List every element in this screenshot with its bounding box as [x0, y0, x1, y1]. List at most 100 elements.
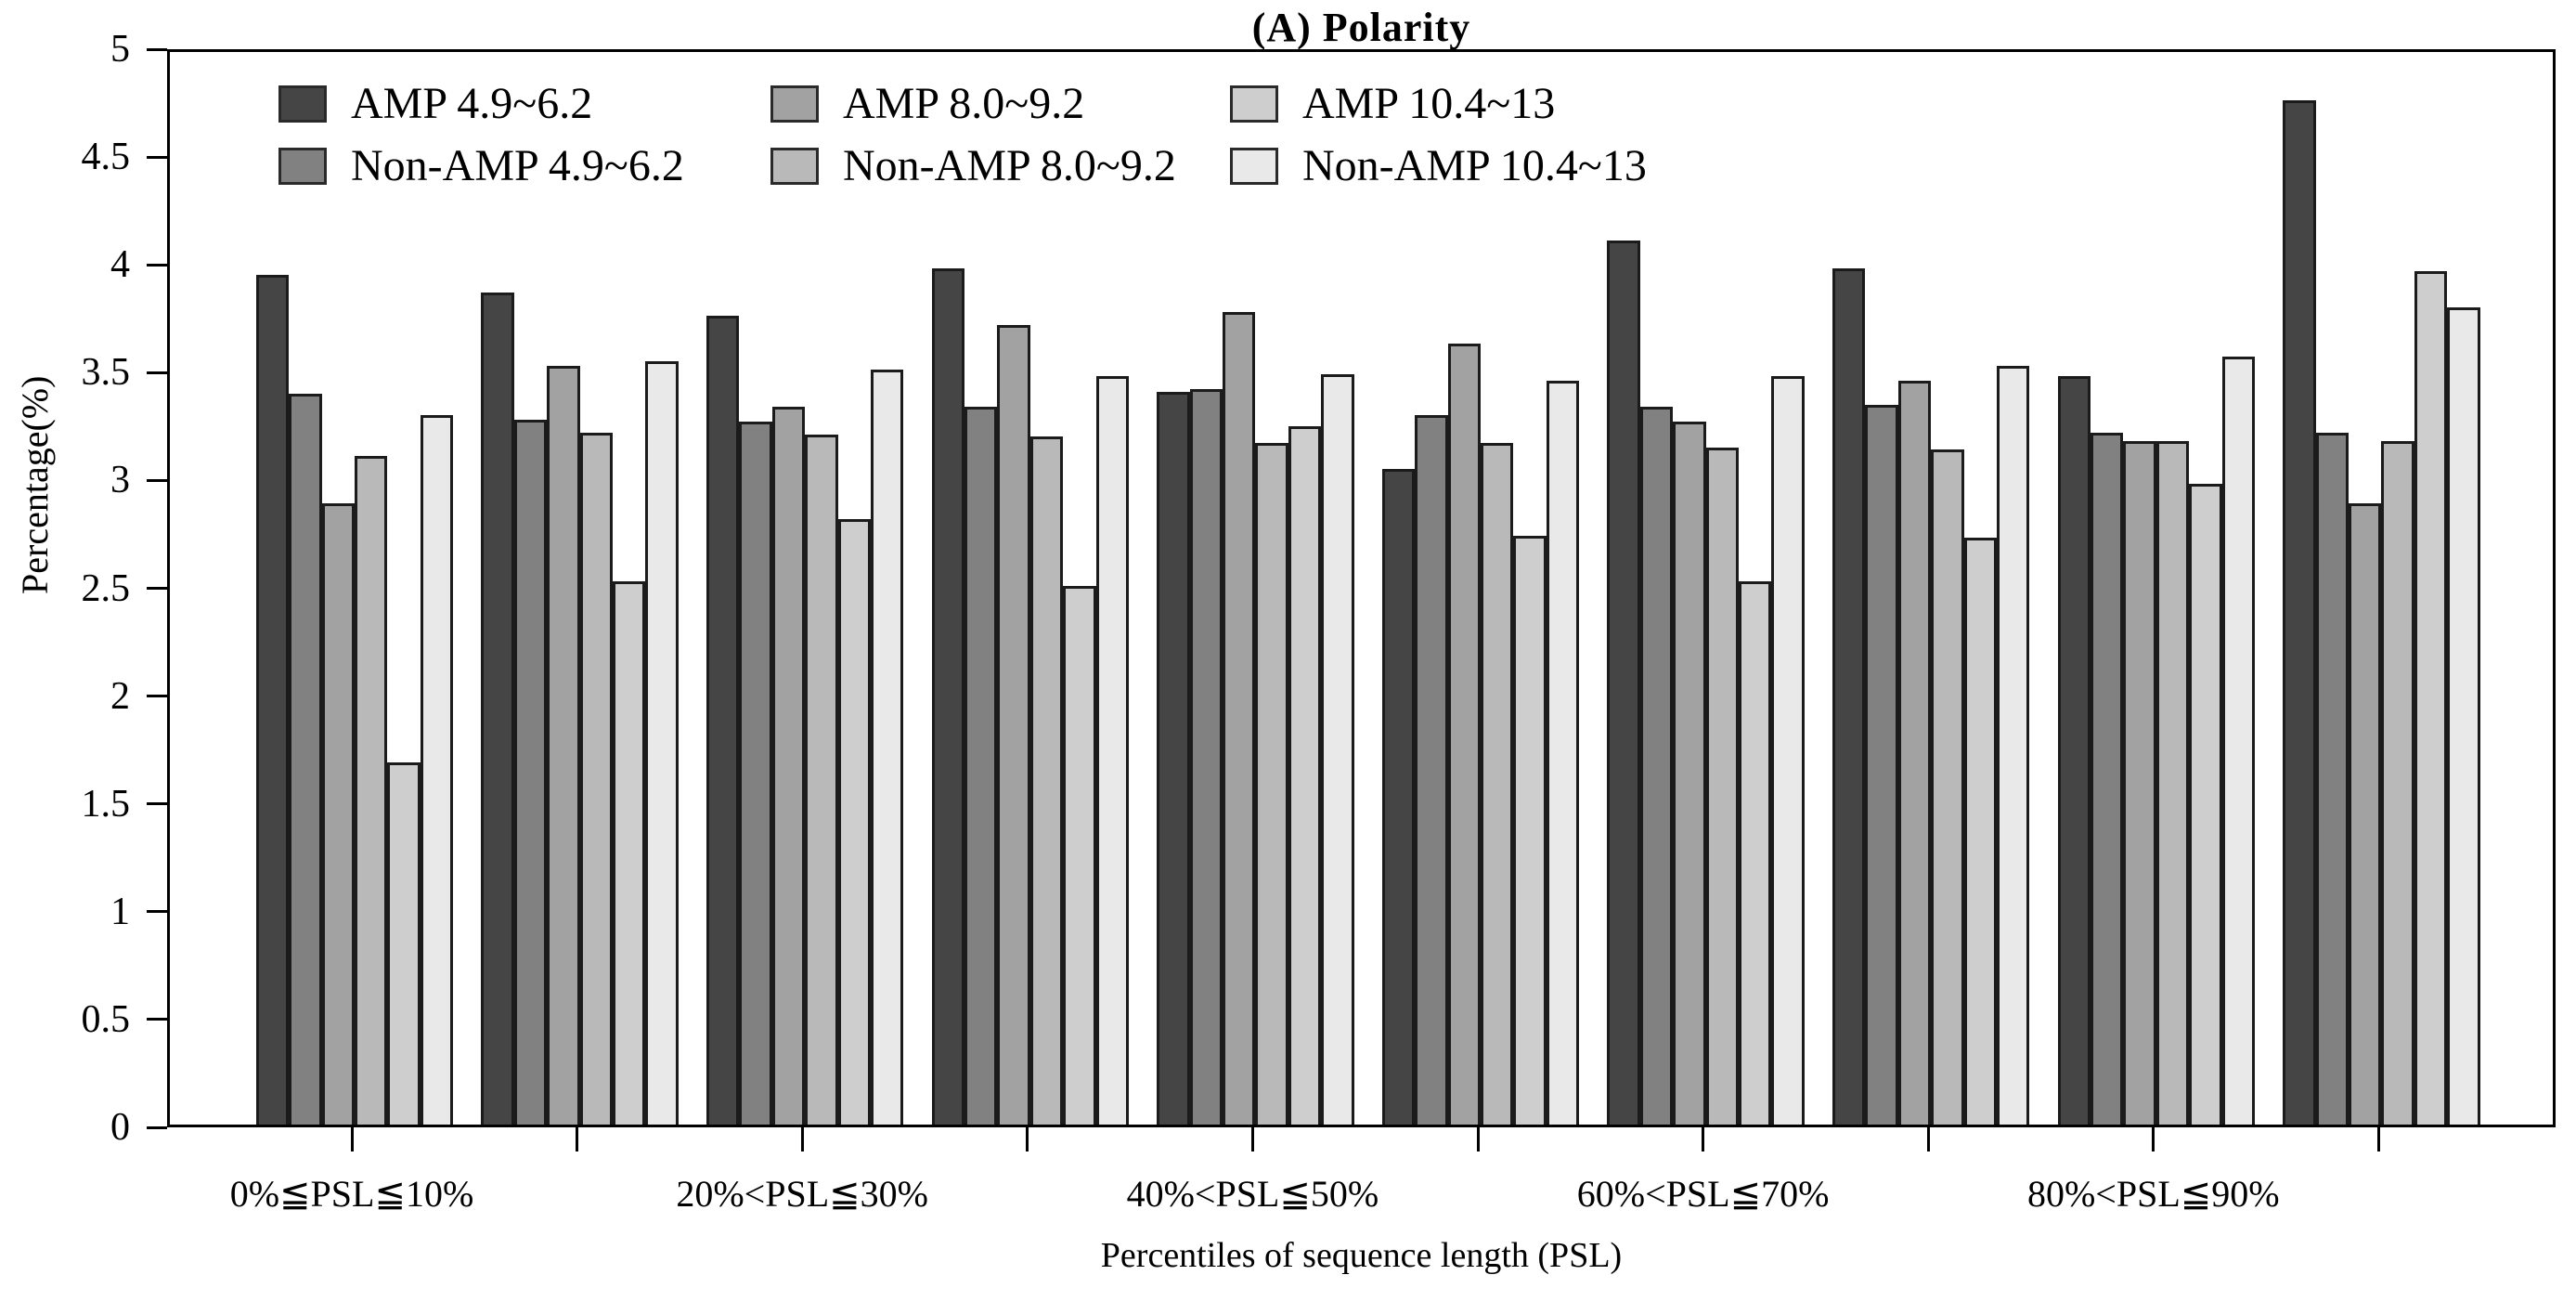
x-tick-mark	[576, 1127, 579, 1151]
legend-swatch	[278, 148, 327, 185]
x-tick-mark	[1250, 1127, 1254, 1151]
bar	[1513, 536, 1547, 1125]
bar	[837, 518, 871, 1125]
x-tick-mark	[2376, 1127, 2380, 1151]
y-tick-mark	[147, 910, 167, 914]
legend-item: AMP 8.0~9.2	[770, 82, 1084, 126]
bar	[1832, 268, 1866, 1125]
bar	[1997, 365, 2030, 1125]
bar	[1481, 443, 1514, 1125]
y-tick-label: 3.5	[81, 351, 131, 395]
bar	[1029, 436, 1064, 1125]
x-tick-label: 60%<PSL≦70%	[1576, 1173, 1830, 1215]
bar	[997, 324, 1030, 1125]
y-tick-label: 2	[110, 674, 130, 718]
y-tick-label: 0.5	[81, 997, 131, 1041]
bar	[579, 432, 613, 1125]
bar	[1157, 391, 1190, 1125]
x-tick-mark	[2152, 1127, 2155, 1151]
y-tick-mark	[147, 1018, 167, 1021]
bar	[964, 406, 998, 1125]
bar	[1381, 469, 1416, 1125]
bar	[255, 275, 290, 1125]
legend-label: AMP 4.9~6.2	[351, 79, 593, 128]
x-tick-label: 20%<PSL≦30%	[676, 1173, 928, 1215]
bar	[321, 503, 355, 1125]
bar	[1063, 585, 1096, 1125]
legend-label: AMP 10.4~13	[1302, 79, 1556, 128]
bar	[2091, 432, 2124, 1125]
y-tick-mark	[147, 587, 167, 590]
bar	[706, 316, 740, 1125]
bar	[1447, 344, 1481, 1125]
y-tick-label: 1.5	[81, 782, 131, 826]
bar	[1639, 406, 1674, 1125]
y-tick-label: 5	[110, 28, 130, 71]
x-tick-mark	[350, 1127, 354, 1151]
legend-item: AMP 4.9~6.2	[278, 82, 592, 126]
y-tick-mark	[147, 695, 167, 698]
legend-item: AMP 10.4~13	[1230, 82, 1555, 126]
bar	[1931, 449, 1964, 1125]
y-tick-mark	[147, 802, 167, 806]
x-tick-mark	[1702, 1127, 1705, 1151]
y-tick-mark	[147, 155, 167, 159]
x-tick-label: 80%<PSL≦90%	[2026, 1173, 2280, 1215]
bar	[1415, 415, 1448, 1125]
bar	[871, 370, 904, 1125]
bar	[645, 361, 679, 1125]
legend-swatch	[770, 148, 819, 185]
legend-item: Non-AMP 10.4~13	[1230, 144, 1647, 189]
bar	[2155, 440, 2190, 1125]
bar	[2447, 307, 2480, 1125]
y-tick-label: 2.5	[81, 566, 131, 610]
bar	[1865, 404, 1898, 1125]
bar	[2283, 100, 2316, 1125]
bar	[2123, 440, 2156, 1125]
bar	[1673, 422, 1706, 1125]
legend-item: Non-AMP 4.9~6.2	[278, 144, 684, 189]
legend-swatch	[770, 85, 819, 123]
bar	[771, 406, 806, 1125]
legend-label: Non-AMP 4.9~6.2	[351, 141, 684, 190]
bar	[1607, 241, 1640, 1125]
y-tick-mark	[147, 47, 167, 51]
legend-label: AMP 8.0~9.2	[843, 79, 1085, 128]
bar	[1897, 380, 1932, 1125]
plot-area	[167, 49, 2556, 1127]
bar	[289, 393, 322, 1125]
legend-swatch	[278, 85, 327, 123]
x-tick-mark	[1926, 1127, 1930, 1151]
bar	[1189, 389, 1223, 1125]
bar	[2057, 376, 2091, 1125]
legend-item: Non-AMP 8.0~9.2	[770, 144, 1176, 189]
legend-swatch	[1230, 85, 1278, 123]
bar	[2315, 432, 2349, 1125]
bar	[420, 415, 454, 1125]
y-tick-mark	[147, 263, 167, 267]
bar	[613, 580, 646, 1125]
x-tick-mark	[800, 1127, 804, 1151]
y-tick-mark	[147, 1125, 167, 1129]
x-tick-label: 40%<PSL≦50%	[1126, 1173, 1379, 1215]
bar	[931, 268, 964, 1125]
bar	[739, 422, 772, 1125]
bar	[1223, 311, 1256, 1125]
y-tick-label: 4.5	[81, 136, 131, 179]
bar	[1288, 425, 1322, 1125]
legend-swatch	[1230, 148, 1278, 185]
bar	[513, 419, 548, 1125]
bar	[805, 435, 838, 1125]
bar	[355, 456, 388, 1125]
x-tick-mark	[1476, 1127, 1480, 1151]
bar	[1739, 580, 1772, 1125]
bar	[1771, 376, 1805, 1125]
bar	[1255, 443, 1288, 1125]
legend-label: Non-AMP 10.4~13	[1302, 141, 1647, 190]
bar	[1546, 380, 1580, 1125]
bar	[387, 761, 421, 1125]
x-tick-label: 0%≦PSL≦10%	[229, 1173, 474, 1215]
bar	[2189, 484, 2222, 1125]
y-tick-label: 3	[110, 459, 130, 502]
